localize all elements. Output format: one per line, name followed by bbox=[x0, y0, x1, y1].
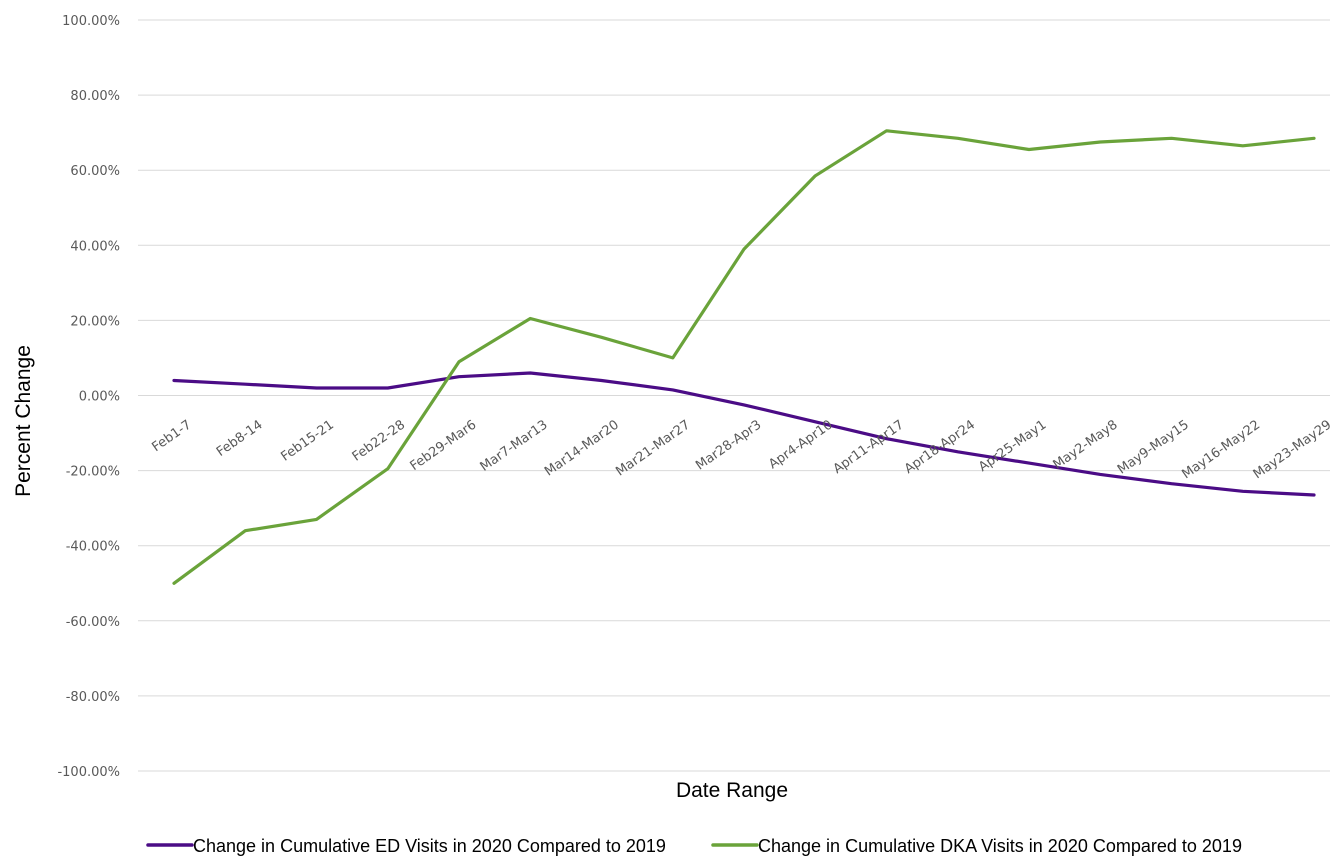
legend-label-ed-visits: Change in Cumulative ED Visits in 2020 C… bbox=[193, 836, 666, 856]
series-lines bbox=[172, 129, 1316, 585]
x-axis-title: Date Range bbox=[676, 779, 788, 802]
y-axis-tick-labels: 100.00% 80.00% 60.00% 40.00% 20.00% 0.00% -20.… bbox=[57, 14, 120, 780]
series-line-ed-visits bbox=[172, 371, 1316, 497]
x-tick-label-may16-may22: May16-May22 bbox=[1179, 417, 1263, 482]
series-line-dka-visits bbox=[172, 129, 1316, 585]
x-tick-label-may2-may8: May2-May8 bbox=[1051, 417, 1121, 472]
x-tick-label-mar28-apr3: Mar28-Apr3 bbox=[693, 417, 764, 473]
x-tick-label-feb8-14: Feb8-14 bbox=[214, 417, 266, 459]
x-tick-label-mar7-mar13: Mar7-Mar13 bbox=[478, 417, 551, 474]
x-tick-label-apr11-apr17: Apr11-Apr17 bbox=[831, 417, 907, 477]
legend-label-dka-visits: Change in Cumulative DKA Visits in 2020 … bbox=[758, 836, 1242, 856]
x-tick-label-feb1-7: Feb1-7 bbox=[149, 417, 194, 455]
y-tick-label: 40.00% bbox=[70, 239, 120, 254]
y-tick-label: -40.00% bbox=[66, 540, 120, 555]
x-tick-label-may23-may29: May23-May29 bbox=[1251, 417, 1333, 482]
y-tick-label: 100.00% bbox=[62, 14, 120, 29]
y-tick-label: 80.00% bbox=[70, 89, 120, 104]
y-tick-label: -80.00% bbox=[66, 690, 120, 705]
y-tick-label: -20.00% bbox=[66, 465, 120, 480]
x-tick-label-apr25-may1: Apr25-May1 bbox=[976, 417, 1049, 475]
legend-item-dka-visits[interactable]: Change in Cumulative DKA Visits in 2020 … bbox=[711, 836, 1242, 856]
x-tick-label-feb22-28: Feb22-28 bbox=[350, 417, 408, 464]
y-axis-title: Percent Change bbox=[12, 345, 35, 497]
x-tick-label-apr18-apr24: Apr18-Apr24 bbox=[902, 417, 978, 477]
y-tick-label: 20.00% bbox=[70, 314, 120, 329]
y-tick-label: 0.00% bbox=[79, 390, 120, 405]
y-tick-label: -60.00% bbox=[66, 615, 120, 630]
x-tick-label-apr4-apr10: Apr4-Apr10 bbox=[766, 417, 835, 472]
x-tick-label-feb15-21: Feb15-21 bbox=[278, 417, 336, 464]
x-axis-tick-labels: Feb1-7 Feb8-14 Feb15-21 Feb22-28 Feb29-Mar6M… bbox=[149, 417, 1333, 482]
y-tick-label: -100.00% bbox=[57, 765, 120, 780]
legend-item-ed-visits[interactable]: Change in Cumulative ED Visits in 2020 C… bbox=[146, 836, 666, 856]
gridlines bbox=[138, 19, 1330, 772]
y-tick-label: 60.00% bbox=[70, 164, 120, 179]
legend: Change in Cumulative ED Visits in 2020 C… bbox=[146, 836, 1242, 856]
x-tick-label-feb29-mar6: Feb29-Mar6 bbox=[408, 417, 480, 473]
